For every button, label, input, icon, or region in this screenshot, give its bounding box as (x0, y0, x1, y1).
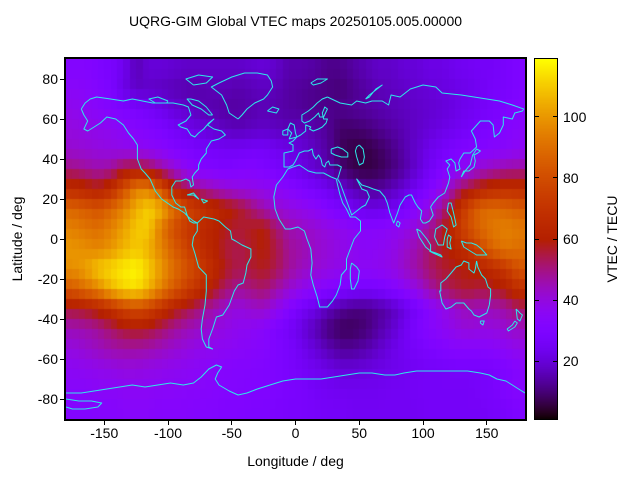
coastline (330, 146, 349, 158)
x-tick-label: -100 (153, 425, 183, 441)
coastline (349, 262, 360, 290)
plot-area (64, 57, 527, 421)
coastline (429, 250, 443, 258)
y-tick-mark (60, 318, 64, 320)
coastline (365, 84, 383, 100)
vtec-heatmap-canvas (66, 59, 525, 419)
coastline (283, 84, 525, 224)
colorbar-tick-mark (535, 116, 539, 118)
coastline (395, 220, 401, 228)
x-axis-label: Longitude / deg (247, 453, 344, 469)
x-tick-label: 100 (411, 425, 435, 441)
y-tick-label: 20 (42, 191, 58, 207)
coastline (460, 240, 488, 256)
y-tick-mark (60, 278, 64, 280)
coastline (267, 106, 280, 114)
coastline (446, 202, 457, 228)
coastline (287, 122, 298, 140)
coastlines-overlay (66, 72, 525, 410)
coastline (282, 128, 289, 136)
x-tick-label: 0 (291, 425, 300, 441)
y-tick-label: 80 (42, 71, 58, 87)
y-tick-mark (60, 198, 64, 200)
coastline (200, 198, 208, 204)
colorbar-tick-mark (535, 238, 539, 240)
colorbar-gradient-canvas (535, 59, 557, 419)
coastline (273, 164, 361, 308)
x-tick-mark (231, 421, 233, 425)
coastline (66, 364, 525, 396)
y-tick-mark (60, 398, 64, 400)
y-tick-mark (60, 238, 64, 240)
colorbar-tick-mark (535, 360, 539, 362)
y-tick-label: 0 (50, 231, 58, 247)
y-tick-label: -40 (37, 311, 58, 327)
colorbar-tick-mark (535, 299, 539, 301)
coastline (66, 398, 103, 410)
x-tick-mark (422, 421, 424, 425)
coastline (185, 74, 214, 86)
colorbar-tick-mark (553, 116, 557, 118)
x-tick-mark (167, 421, 169, 425)
colorbar-tick-mark (553, 238, 557, 240)
colorbar-tick-label: 20 (563, 353, 579, 370)
y-tick-label: -20 (37, 271, 58, 287)
colorbar (534, 58, 558, 420)
figure-title: UQRG-GIM Global VTEC maps 20250105.005.0… (128, 13, 463, 29)
x-tick-label: 50 (351, 425, 368, 441)
y-tick-label: 60 (42, 111, 58, 127)
y-tick-mark (60, 158, 64, 160)
x-tick-mark (358, 421, 360, 425)
coastline (354, 144, 365, 166)
coastline (506, 320, 518, 332)
y-tick-label: -60 (37, 351, 58, 367)
coastline (479, 320, 485, 326)
y-tick-mark (60, 358, 64, 360)
colorbar-tick-mark (553, 177, 557, 179)
colorbar-tick-label: 40 (563, 292, 579, 309)
coastline (310, 78, 328, 86)
colorbar-tick-label: 80 (563, 169, 579, 186)
coastline (191, 216, 252, 350)
x-tick-mark (103, 421, 105, 425)
coastline (434, 224, 448, 246)
x-tick-label: 150 (475, 425, 499, 441)
coastline (416, 228, 432, 252)
coastline (148, 96, 169, 104)
y-tick-label: 40 (42, 151, 58, 167)
colorbar-tick-mark (553, 299, 557, 301)
coastline (460, 148, 481, 178)
colorbar-tick-mark (535, 177, 539, 179)
y-tick-mark (60, 78, 64, 80)
coastline (80, 96, 226, 224)
coastline (439, 260, 492, 318)
coastline (446, 234, 452, 250)
y-tick-mark (60, 118, 64, 120)
y-tick-label: -80 (37, 391, 58, 407)
coastline (515, 308, 523, 322)
colorbar-tick-label: 60 (563, 231, 579, 247)
x-tick-mark (295, 421, 296, 425)
coastline (210, 72, 274, 120)
x-tick-mark (486, 421, 488, 425)
colorbar-tick-label: 100 (563, 108, 587, 125)
coastline (186, 98, 213, 116)
x-tick-label: -150 (90, 425, 119, 441)
colorbar-tick-mark (553, 360, 557, 362)
x-tick-label: -50 (221, 425, 242, 441)
coastline (186, 192, 200, 200)
